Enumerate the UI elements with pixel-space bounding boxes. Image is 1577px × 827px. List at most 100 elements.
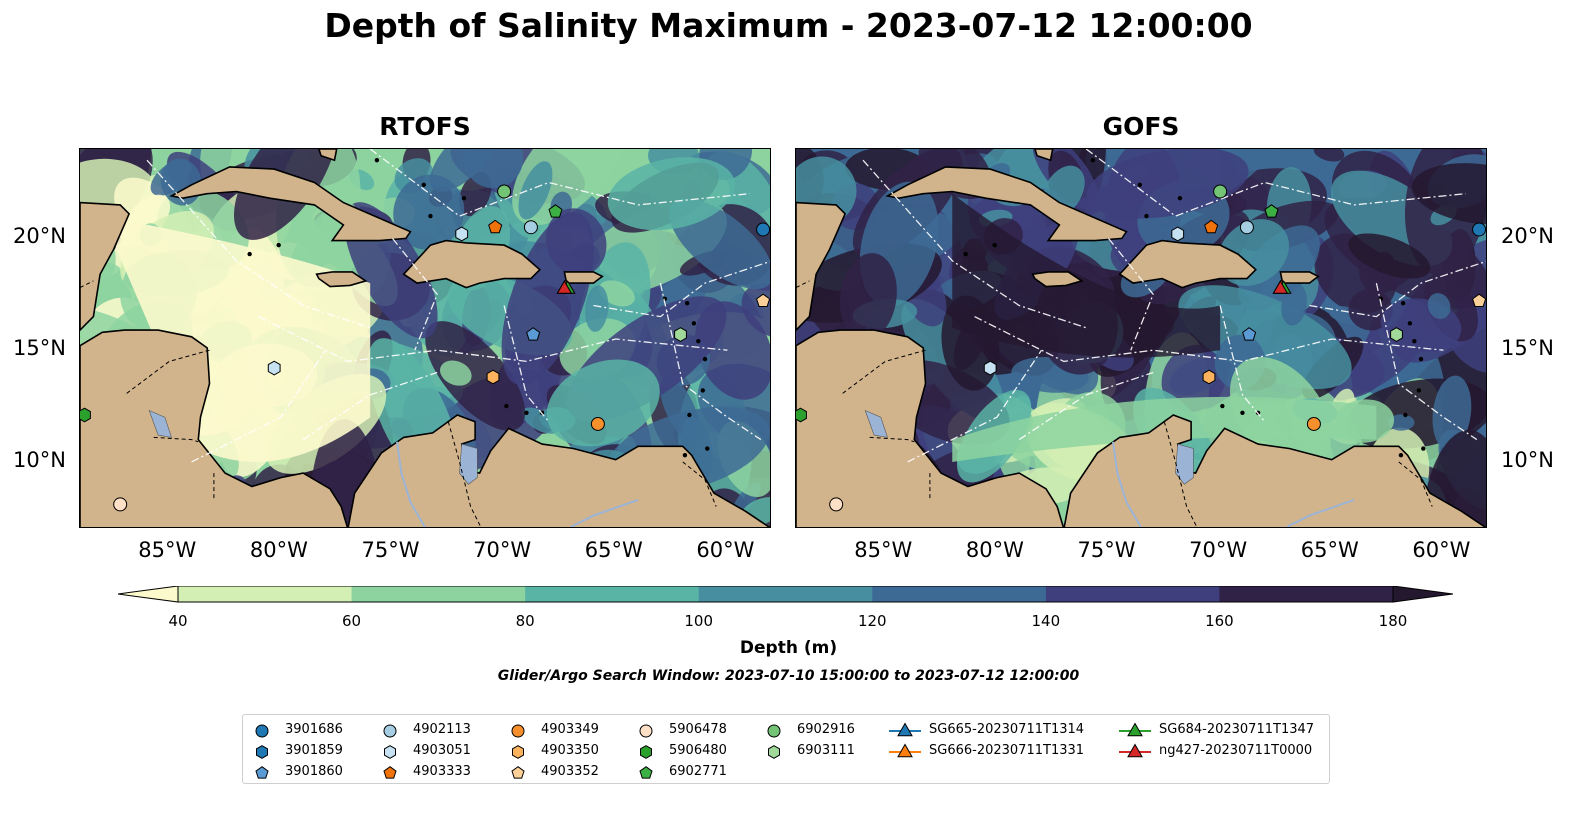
legend-label: 4903349 [541,722,599,737]
marker-SG666-20230711T1331 [897,743,913,758]
land-yucatan [796,201,847,332]
legend-label: 3901859 [285,743,343,758]
legend-label: 5906478 [669,722,727,737]
country-borders [80,280,717,527]
marker-6902916 [497,184,512,199]
observation-markers [796,184,1486,512]
legend-marker [639,766,653,779]
land-andros-bahamas [1034,149,1054,162]
land-cuba [169,166,412,242]
legend-marker [1119,722,1151,737]
eez-boundaries [862,149,1486,463]
marker-6902771 [639,766,653,779]
legend-label: 3901686 [285,722,343,737]
land-yucatan [80,201,131,332]
lon-tick-label: 70°W [1189,538,1248,562]
land-jamaica [315,271,368,288]
marker-4902113 [1239,220,1254,235]
colorbar-under-extension [117,585,179,603]
river [570,498,639,527]
marker-4903051 [455,226,469,242]
observation-markers [80,184,770,512]
legend-marker [889,722,921,737]
marker-5906480 [80,407,91,423]
colorbar-bin [351,586,526,602]
legend-label: SG684-20230711T1347 [1159,722,1315,737]
legend-label: 4903350 [541,743,599,758]
colorbar-bin [1219,586,1394,602]
land-puerto-rico [563,271,604,284]
marker-4902113 [523,220,538,235]
colorbar-over-extension [1392,585,1454,603]
marker-6902771 [1264,204,1279,218]
marker-4903333 [488,219,503,234]
river [1112,441,1142,527]
legend-marker [256,745,268,759]
lake-maracaibo [459,443,478,485]
figure-title: Depth of Salinity Maximum - 2023-07-12 1… [324,6,1253,45]
lon-tick-label: 60°W [696,538,755,562]
colorbar-tick-label: 120 [857,612,887,630]
marker-3901860 [526,327,541,341]
search-window-text: Glider/Argo Search Window: 2023-07-10 15… [497,668,1080,684]
map-panel-gofs [795,148,1487,528]
marker-6902916 [767,724,781,738]
legend-label: SG666-20230711T1331 [929,743,1085,758]
marker-5906480 [640,745,652,759]
lake-nicaragua [148,409,172,438]
lon-tick-label: 65°W [1300,538,1359,562]
colorbar [117,585,1454,618]
colorbar-tick-label: 160 [1205,612,1234,630]
colorbar-frame [177,585,1394,603]
colorbar-bin [872,586,1047,602]
eez-boundaries [146,149,770,463]
marker-3901686 [756,222,770,237]
lon-tick-label: 70°W [473,538,532,562]
legend-marker [383,724,397,738]
lon-tick-label: 80°W [249,538,308,562]
marker-3901686 [1472,222,1486,237]
marker-4902113 [383,724,397,738]
land-central-america [796,329,1065,527]
land-hispaniola [1118,239,1257,289]
colorbar-tick-label: 80 [515,612,535,630]
legend-marker [511,766,525,779]
marker-5906478 [639,724,653,738]
land-jamaica [1031,271,1084,288]
colorbar-bin [525,586,700,602]
marker-4903051 [384,745,396,759]
colorbar-tick-label: 60 [342,612,362,630]
legend-label: 4903333 [413,764,471,779]
lat-tick-label: 15°N [13,336,66,361]
colorbar-tick-label: 40 [168,612,188,630]
marker-4903352 [511,766,525,779]
land-south-america [347,414,770,527]
lon-tick-label: 65°W [584,538,643,562]
marker-4903350 [1202,369,1216,385]
legend-label: 4903352 [541,764,599,779]
legend-label: 6902771 [669,764,727,779]
marker-ng427-20230711T0000 [1127,743,1143,758]
marker-6902916 [1213,184,1228,199]
marker-6903111 [1390,327,1403,342]
legend-label: 3901860 [285,764,343,779]
marker-6903111 [674,327,687,342]
marker-SG665-20230711T1314 [897,722,913,737]
lake-maracaibo [1175,443,1194,485]
marker-4903333 [383,766,397,779]
legend-label: 4903051 [413,743,471,758]
legend-marker [768,745,780,759]
marker-5906478 [113,497,128,512]
lat-tick-label: 10°N [13,447,66,472]
marker-ng427-20230711T0000 [556,280,573,294]
panel-title-gofs: GOFS [1102,112,1180,141]
marker-6903111 [768,745,780,759]
lon-tick-label: 75°W [361,538,420,562]
marker-4903333 [1204,219,1219,234]
legend-marker [511,724,525,738]
marker-4903051 [1171,226,1185,242]
colorbar-tick-label: 140 [1031,612,1061,630]
legend-marker [767,724,781,738]
legend-marker [512,745,524,759]
land-hispaniola [402,239,541,289]
